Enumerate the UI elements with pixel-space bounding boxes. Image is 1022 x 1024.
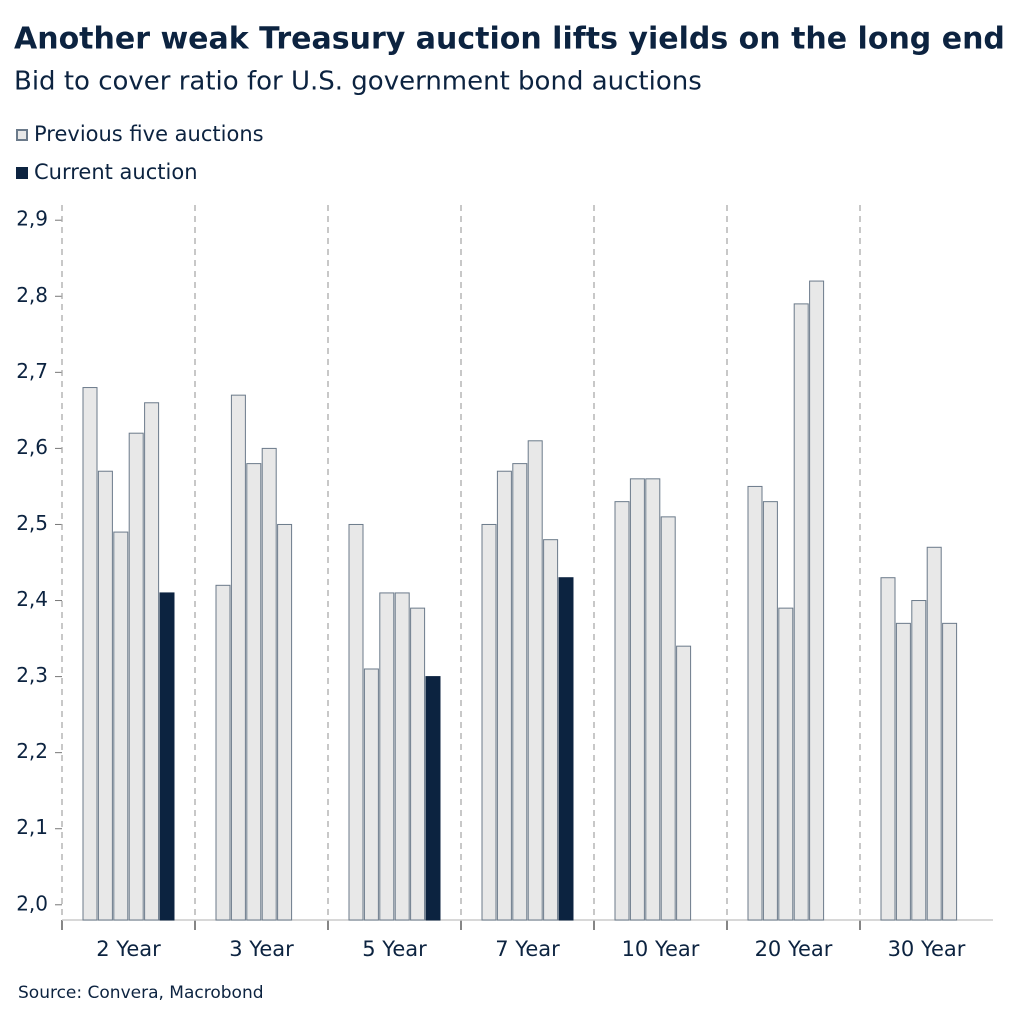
bar — [410, 607, 426, 921]
bar — [660, 516, 676, 921]
chart-title: Another weak Treasury auction lifts yiel… — [14, 22, 1005, 57]
x-tick-label: 7 Year — [495, 937, 560, 961]
bar — [144, 402, 160, 921]
bar — [809, 280, 825, 921]
bar — [543, 539, 559, 921]
legend-swatch — [16, 167, 28, 179]
bar — [215, 584, 231, 921]
chart-subtitle: Bid to cover ratio for U.S. government b… — [14, 67, 702, 97]
bar — [629, 478, 645, 921]
bar — [394, 592, 410, 921]
bar — [481, 523, 497, 921]
bar — [793, 303, 809, 921]
bar — [82, 387, 98, 921]
x-tick-label: 10 Year — [622, 937, 700, 961]
bar — [363, 668, 379, 921]
bar — [747, 485, 763, 921]
legend-swatch — [16, 129, 28, 141]
bar — [645, 478, 661, 921]
bar — [97, 470, 113, 921]
bar — [425, 676, 441, 921]
bar — [558, 577, 574, 921]
bar — [527, 440, 543, 921]
y-tick-label: 2,0 — [16, 891, 48, 915]
x-tick-label: 30 Year — [888, 937, 966, 961]
bar — [261, 447, 277, 921]
bar — [895, 622, 911, 921]
bar — [379, 592, 395, 921]
y-tick-label: 2,9 — [16, 207, 48, 231]
bar — [926, 546, 942, 921]
bar — [277, 523, 293, 921]
bar — [128, 432, 144, 921]
bar — [880, 577, 896, 921]
y-tick-label: 2,1 — [16, 815, 48, 839]
x-tick-label: 3 Year — [229, 937, 294, 961]
y-tick-label: 2,2 — [16, 739, 48, 763]
bar — [113, 531, 129, 921]
x-tick-label: 2 Year — [96, 937, 161, 961]
y-tick-label: 2,3 — [16, 663, 48, 687]
bar — [348, 523, 364, 921]
legend-label: Previous five auctions — [34, 122, 264, 146]
bar — [676, 645, 692, 921]
source: Source: Convera, Macrobond — [18, 983, 264, 1003]
bar — [159, 592, 175, 921]
y-tick-label: 2,8 — [16, 283, 48, 307]
bar — [246, 463, 262, 921]
y-tick-label: 2,6 — [16, 435, 48, 459]
bar — [911, 600, 927, 921]
bar — [512, 463, 528, 921]
y-tick-label: 2,5 — [16, 511, 48, 535]
bar — [230, 394, 246, 921]
x-tick-label: 5 Year — [362, 937, 427, 961]
y-tick-label: 2,7 — [16, 359, 48, 383]
y-tick-label: 2,4 — [16, 587, 48, 611]
bar — [762, 501, 778, 921]
x-tick-label: 20 Year — [755, 937, 833, 961]
bar — [942, 622, 958, 921]
bar — [778, 607, 794, 921]
bar — [614, 501, 630, 921]
bar — [496, 470, 512, 921]
legend-label: Current auction — [34, 160, 198, 184]
